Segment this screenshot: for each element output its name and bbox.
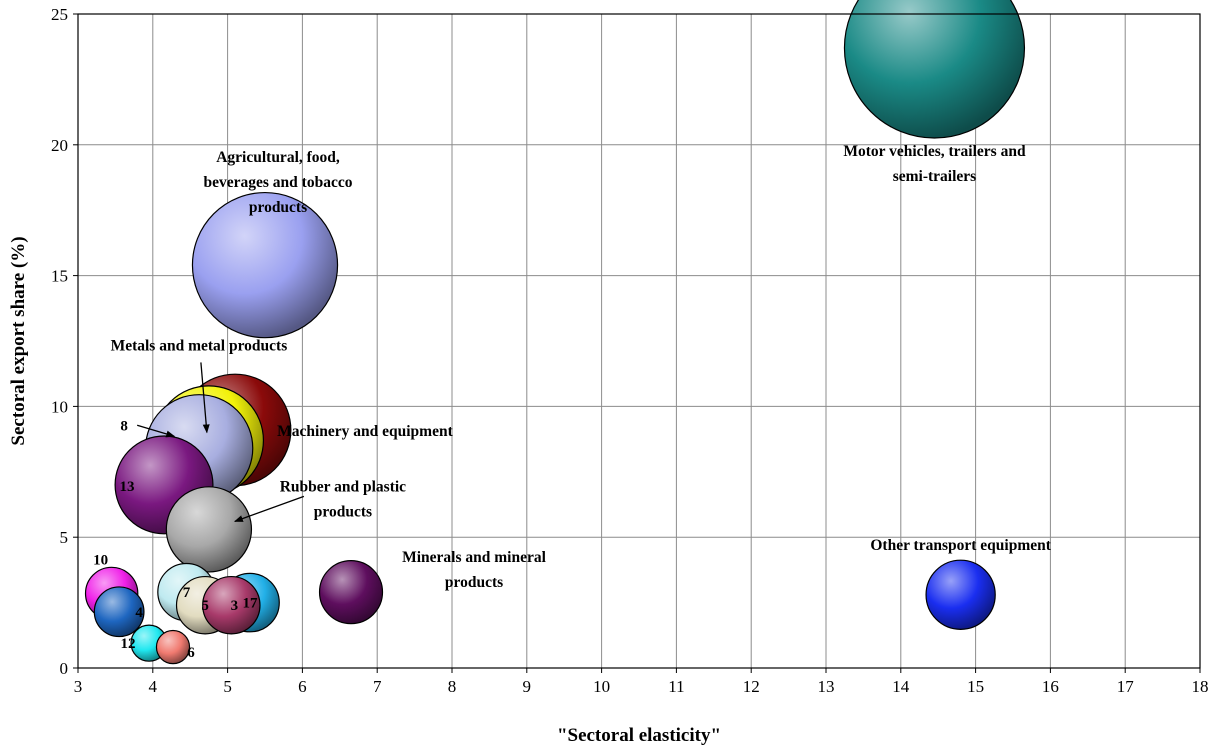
annotation-line: beverages and tobacco [204,174,353,191]
bubbles [84,0,1026,665]
annotation-line: products [314,503,372,520]
annotation-line: Motor vehicles, trailers and [843,143,1026,160]
bubble [202,575,261,635]
annotation-label: 10 [93,552,108,568]
x-tick-label: 7 [373,677,382,696]
bubble [925,559,996,630]
x-axis-title: "Sectoral elasticity" [557,725,721,746]
annotation-line: Agricultural, food, [216,149,340,166]
annotation-arrow [200,362,210,434]
annotation-line: 6 [187,645,195,661]
annotation-label: 12 [121,636,136,652]
bubble [93,586,145,638]
annotation-line: 3 [231,598,239,614]
y-axis: 0 5 10 15 20 25 [51,5,78,678]
annotation-line: 8 [120,418,128,434]
x-tick-label: 8 [448,677,457,696]
x-tick-label: 13 [818,677,835,696]
x-tick-label: 16 [1042,677,1059,696]
x-tick-label: 10 [593,677,610,696]
annotation-line: Minerals and mineral [402,549,546,566]
annotation-arrow [233,495,305,522]
annotation-label: Agricultural, food, beverages and tobacco… [204,149,353,216]
x-tick-label: 3 [74,677,83,696]
annotation-label: Machinery and equipment [277,423,454,440]
annotation-line: Other transport equipment [870,537,1051,554]
annotation-arrow [136,424,176,438]
y-tick-label: 5 [60,528,69,547]
annotation-label: 7 [183,585,191,601]
annotation-line: 17 [243,596,259,612]
annotation-line: semi-trailers [893,168,977,185]
x-tick-label: 12 [743,677,760,696]
bubble [191,191,339,339]
annotation-label: Minerals and mineral products [402,549,546,591]
x-tick-label: 6 [298,677,307,696]
bubble [155,629,191,665]
x-tick-label: 15 [967,677,984,696]
annotation-line: 5 [201,598,209,614]
annotation-label: 8 [120,418,128,434]
bubble [843,0,1026,139]
y-tick-label: 20 [51,136,68,155]
annotation-line: Rubber and plastic [280,478,406,495]
annotation-line: 4 [135,605,143,621]
annotation-line: products [445,574,503,591]
annotation-line: 13 [120,479,135,495]
annotation-label: 13 [120,479,135,495]
annotation-arrows [136,362,305,522]
annotation-label: 3 [231,598,239,614]
annotation-label: Rubber and plastic products [280,478,406,520]
bubble [318,560,384,625]
annotation-line: 10 [93,552,108,568]
bubble [165,486,253,573]
x-tick-label: 11 [668,677,684,696]
annotation-label: 17 [243,596,259,612]
y-axis-title: Sectoral export share (%) [8,236,29,445]
annotation-line: Machinery and equipment [277,423,454,440]
annotation-line: products [249,199,307,216]
x-tick-label: 9 [523,677,532,696]
x-tick-label: 14 [892,677,910,696]
annotations: Motor vehicles, trailers and semi-trailer… [93,143,1052,661]
annotation-label: Motor vehicles, trailers and semi-trailer… [843,143,1026,185]
x-tick-label: 4 [149,677,158,696]
y-tick-label: 0 [60,659,69,678]
y-tick-label: 25 [51,5,68,24]
y-tick-label: 15 [51,267,68,286]
x-tick-label: 5 [223,677,232,696]
annotation-label: 5 [201,598,209,614]
x-axis: 3 4 5 6 7 8 9 10 11 12 13 14 15 16 17 18 [74,668,1209,696]
annotation-label: 4 [135,605,143,621]
annotation-label: Metals and metal products [111,337,288,354]
annotation-line: Metals and metal products [111,337,288,354]
annotation-label: Other transport equipment [870,537,1051,554]
annotation-label: 6 [187,645,195,661]
y-tick-label: 10 [51,397,68,416]
annotation-line: 12 [121,636,136,652]
x-tick-label: 18 [1192,677,1209,696]
plot-frame [77,13,1201,669]
x-tick-label: 17 [1117,677,1135,696]
annotation-line: 7 [183,585,191,601]
